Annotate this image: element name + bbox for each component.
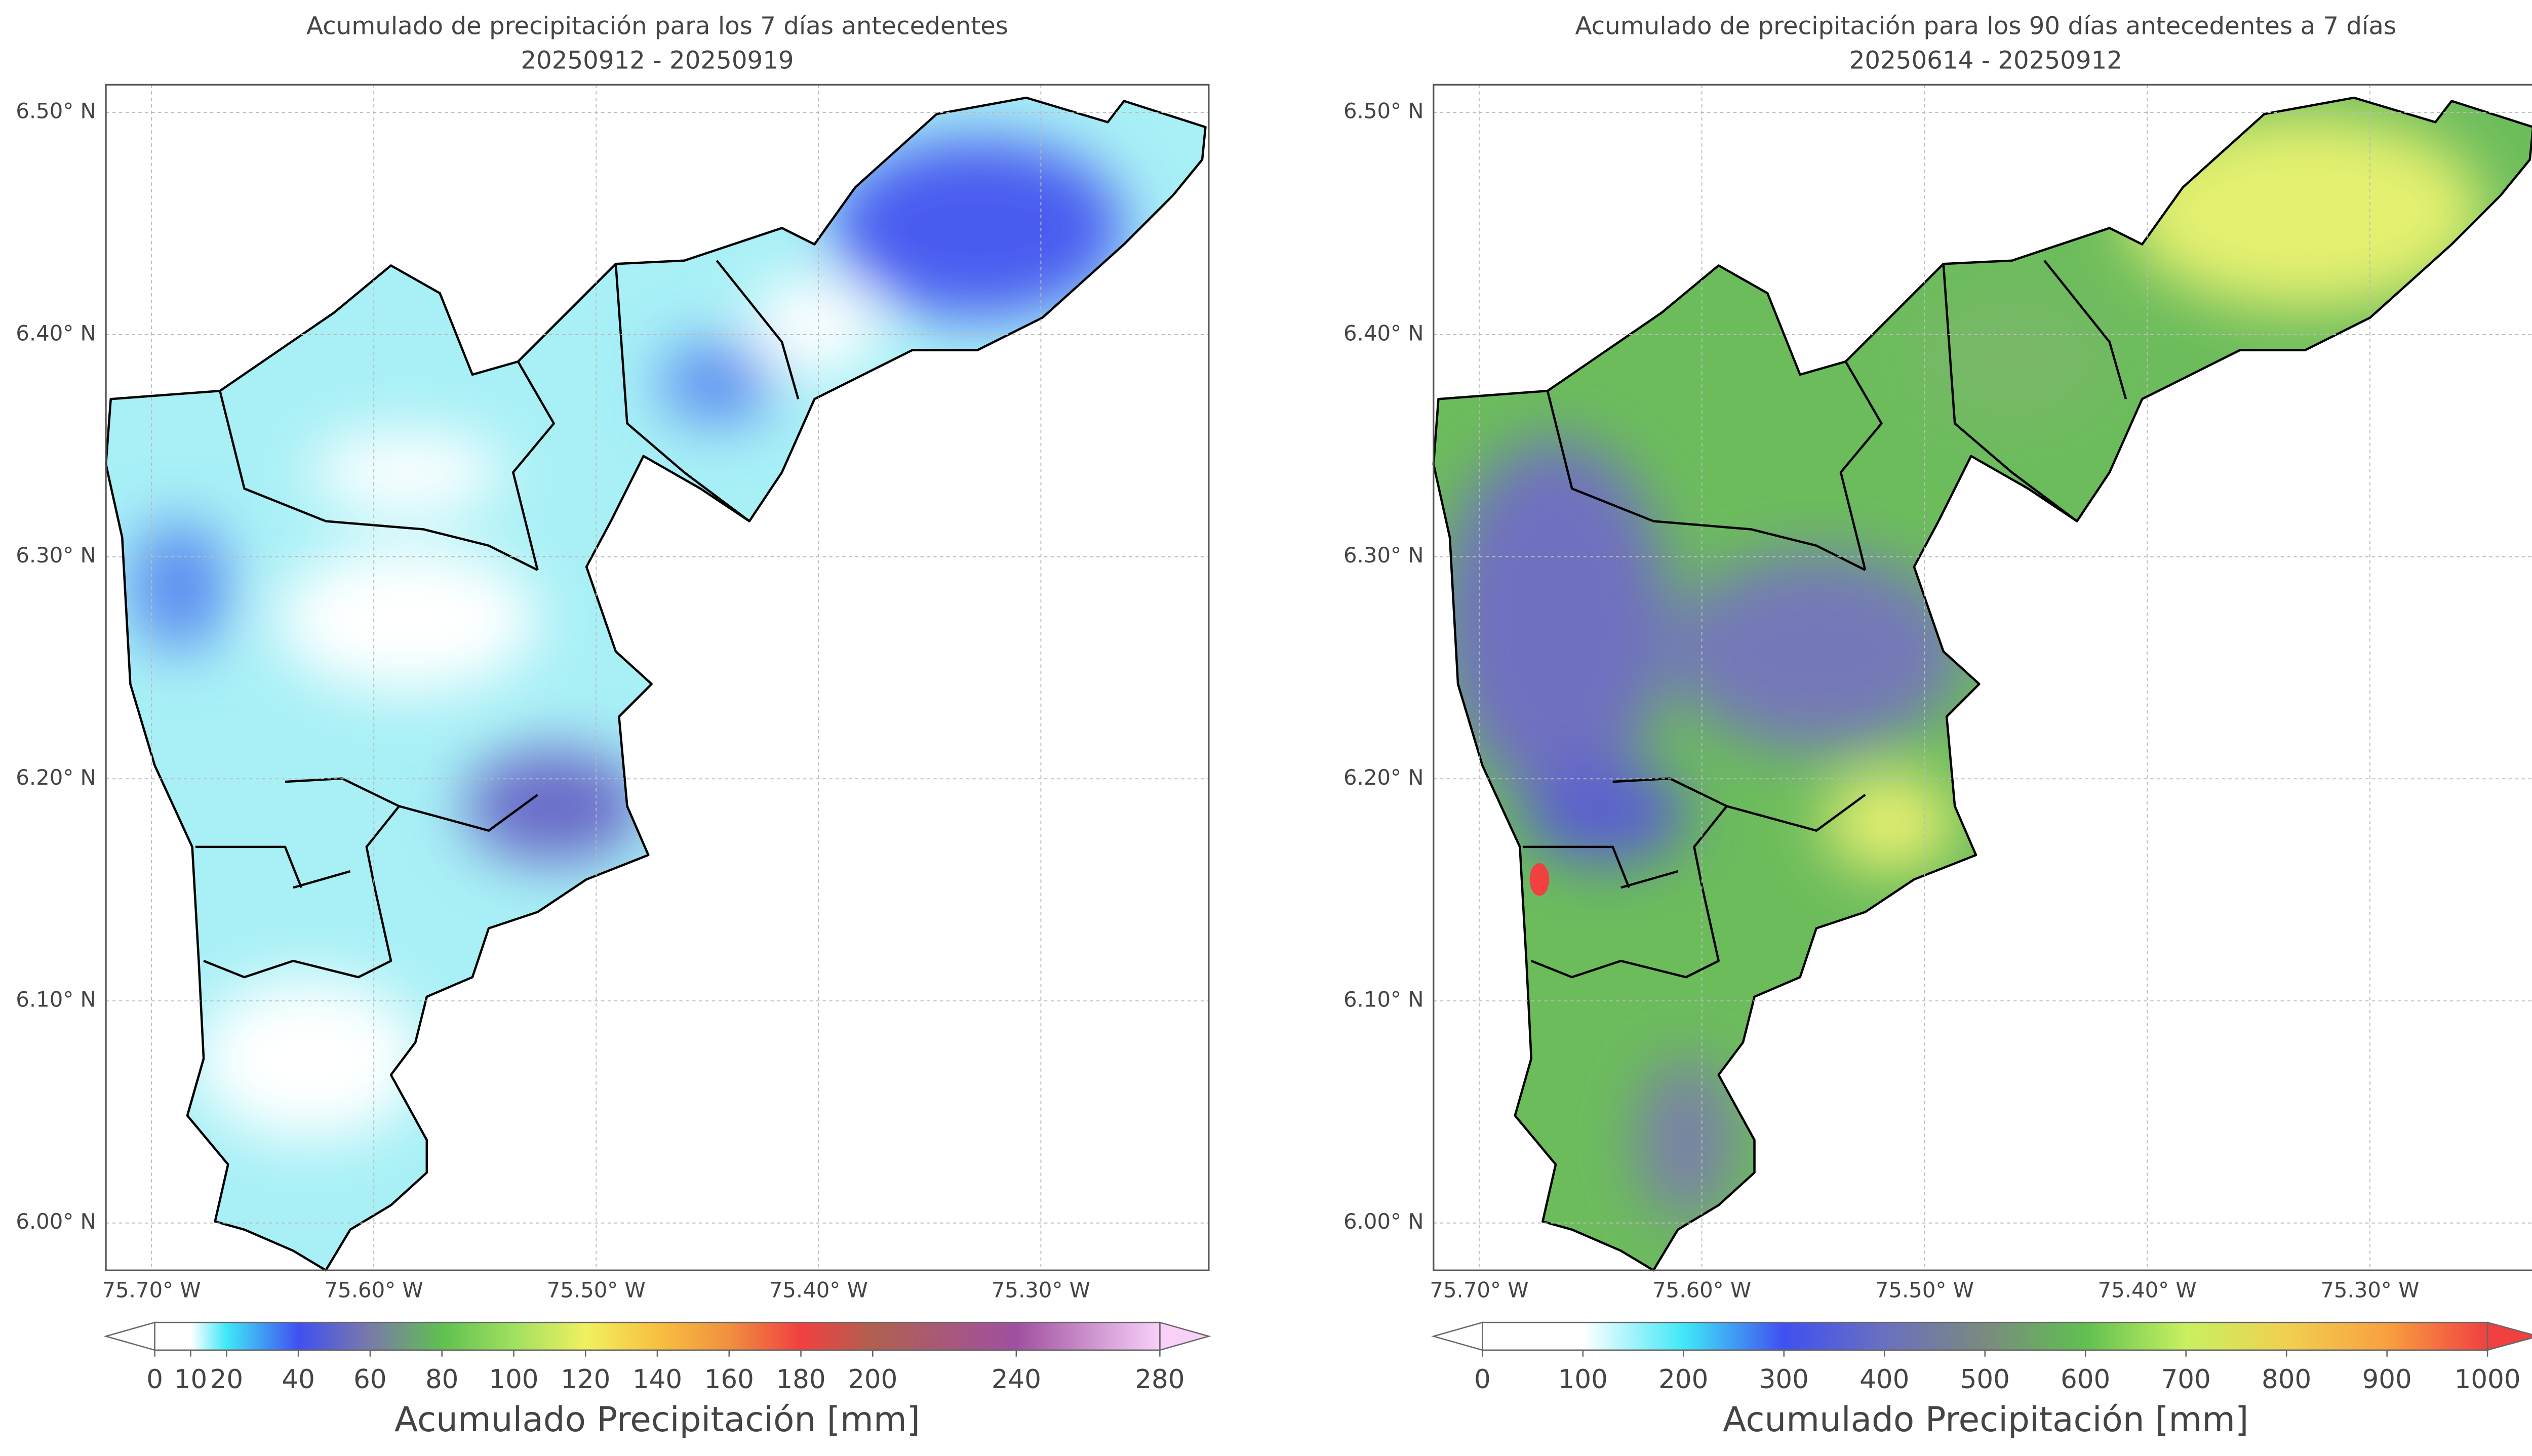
colorbar-tick-label: 300: [1759, 1364, 1809, 1395]
panel-title: Acumulado de precipitación para los 7 dí…: [306, 12, 1008, 41]
colorbar-tick-label: 160: [704, 1364, 754, 1395]
map-left: [98, 82, 1222, 1286]
y-tick-label: 6.10° N: [16, 987, 96, 1012]
y-tick-label: 6.50° N: [16, 99, 96, 124]
colorbar-tick-label: 280: [1135, 1364, 1184, 1395]
colorbar-tick-label: 1000: [2455, 1364, 2521, 1395]
colorbar-tick-label: 200: [848, 1364, 897, 1395]
colorbar-tick-label: 400: [1860, 1364, 1909, 1395]
colorbar-tick-label: 900: [2362, 1364, 2412, 1395]
y-tick-label: 6.40° N: [16, 320, 96, 345]
colorbar-tick-label: 0: [1474, 1364, 1491, 1395]
x-tick-label: 75.30° W: [2320, 1278, 2419, 1303]
x-tick-label: 75.60° W: [1652, 1278, 1751, 1303]
colorbar-tick-label: 0: [146, 1364, 163, 1395]
x-tick-label: 75.40° W: [769, 1278, 868, 1303]
y-tick-label: 6.30° N: [1343, 543, 1424, 568]
colorbar-tick-label: 100: [1558, 1364, 1608, 1395]
y-tick-label: 6.50° N: [1343, 99, 1424, 124]
x-tick-label: 75.50° W: [547, 1278, 646, 1303]
colorbar-tick-label: 240: [992, 1364, 1041, 1395]
colorbar-tick-label: 700: [2161, 1364, 2211, 1395]
colorbar-tick-label: 80: [425, 1364, 458, 1395]
x-tick-label: 75.70° W: [102, 1278, 201, 1303]
panel-subtitle: 20250614 - 20250912: [1849, 46, 2122, 74]
colorbar-tick-label: 10: [174, 1364, 207, 1395]
colorbar-min-extension: [1431, 1321, 1483, 1351]
colorbar-tick-label: 120: [561, 1364, 610, 1395]
colorbar-max-extension: [2486, 1321, 2532, 1351]
colorbar-tick-label: 140: [632, 1364, 682, 1395]
colorbar-min-extension: [103, 1321, 155, 1351]
axes-frame: [105, 84, 1210, 1271]
y-tick-label: 6.10° N: [1343, 987, 1424, 1012]
y-tick-label: 6.30° N: [16, 543, 96, 568]
colorbar-tick-label: 500: [1960, 1364, 2010, 1395]
panel-title: Acumulado de precipitación para los 90 d…: [1575, 12, 2397, 41]
colorbar-tick-label: 20: [210, 1364, 243, 1395]
panel-subtitle: 20250912 - 20250919: [521, 46, 794, 74]
colorbar-tick-label: 60: [353, 1364, 386, 1395]
colorbar-label: Acumulado Precipitación [mm]: [1723, 1399, 2248, 1439]
map-right: [1426, 82, 2532, 1286]
y-tick-label: 6.00° N: [16, 1209, 96, 1234]
colorbar-max-extension: [1159, 1321, 1211, 1351]
colorbar-tick-label: 180: [776, 1364, 825, 1395]
colorbar-tick-label: 40: [282, 1364, 314, 1395]
colorbar-tick-label: 800: [2262, 1364, 2311, 1395]
colorbar-tick-label: 200: [1658, 1364, 1708, 1395]
y-tick-label: 6.20° N: [16, 765, 96, 790]
x-tick-label: 75.70° W: [1430, 1278, 1528, 1303]
x-tick-label: 75.30° W: [992, 1278, 1090, 1303]
colorbar-tick-label: 100: [489, 1364, 538, 1395]
colorbar-tick-label: 600: [2061, 1364, 2110, 1395]
y-tick-label: 6.40° N: [1343, 320, 1424, 345]
y-tick-label: 6.00° N: [1343, 1209, 1424, 1234]
y-tick-label: 6.20° N: [1343, 765, 1424, 790]
x-tick-label: 75.40° W: [2098, 1278, 2197, 1303]
colorbar: [1482, 1321, 2488, 1351]
x-tick-label: 75.60° W: [325, 1278, 423, 1303]
colorbar: [154, 1321, 1161, 1351]
axes-frame: [1433, 84, 2532, 1271]
colorbar-label: Acumulado Precipitación [mm]: [394, 1399, 920, 1439]
x-tick-label: 75.50° W: [1875, 1278, 1974, 1303]
